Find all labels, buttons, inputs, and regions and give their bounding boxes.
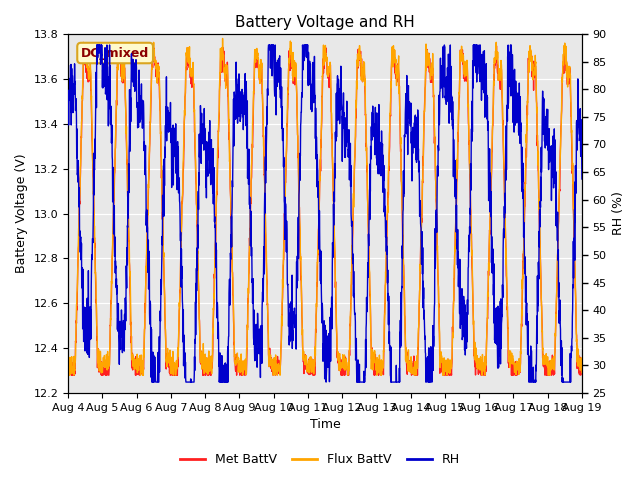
Text: DC_mixed: DC_mixed [81,47,149,60]
Y-axis label: Battery Voltage (V): Battery Voltage (V) [15,154,28,273]
Legend: Met BattV, Flux BattV, RH: Met BattV, Flux BattV, RH [175,448,465,471]
X-axis label: Time: Time [310,419,340,432]
Title: Battery Voltage and RH: Battery Voltage and RH [235,15,415,30]
Y-axis label: RH (%): RH (%) [612,192,625,236]
